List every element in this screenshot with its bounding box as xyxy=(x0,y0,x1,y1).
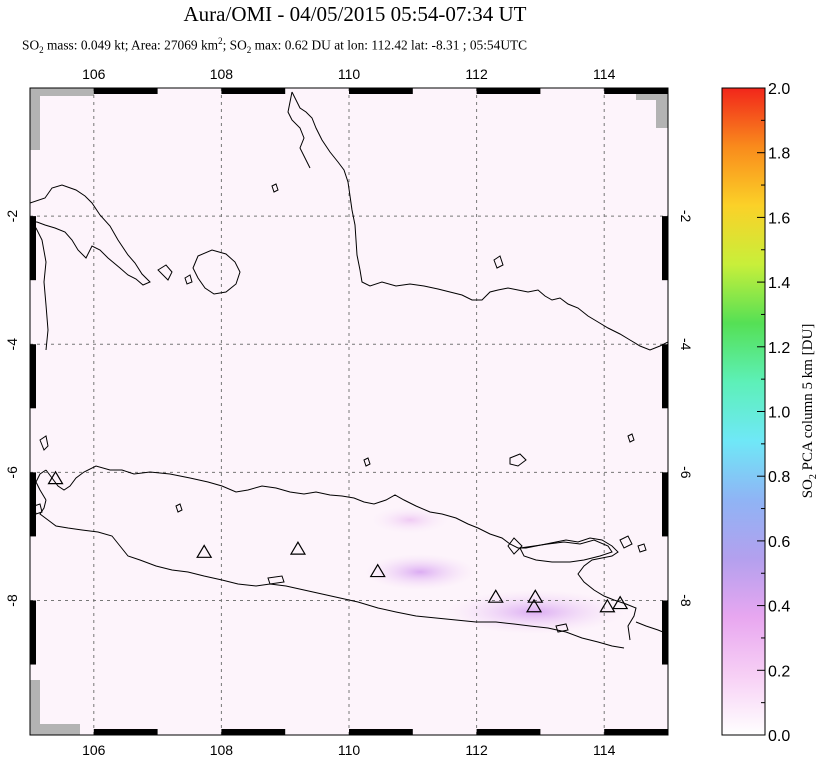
lat-tick-right--8: -8 xyxy=(678,594,694,607)
border-bar-top xyxy=(93,88,158,94)
coast-islet-f xyxy=(627,433,635,443)
map-title: Aura/OMI - 04/05/2015 05:54-07:34 UT xyxy=(183,2,527,26)
colorbar-title: SO2 PCA column 5 km [DU] xyxy=(800,324,819,499)
border-bar-bottom xyxy=(93,729,158,735)
coast-madura xyxy=(519,539,613,563)
coast-java-south xyxy=(39,499,625,649)
volcano-marker xyxy=(289,541,307,555)
border-bar-right xyxy=(662,344,668,409)
border-bar-right xyxy=(662,472,668,537)
coast-java-north xyxy=(45,465,637,641)
lon-tick-bottom-108: 108 xyxy=(210,742,234,758)
volcano-marker xyxy=(487,589,504,603)
lon-tick-top-108: 108 xyxy=(210,66,234,82)
coast-islet-e xyxy=(175,503,183,513)
colorbar-tick-label: 1.2 xyxy=(768,340,790,357)
border-bar-top xyxy=(349,88,413,94)
lon-tick-bottom-106: 106 xyxy=(82,742,106,758)
coast-islet-g xyxy=(619,535,633,549)
border-bar-bottom xyxy=(604,729,668,735)
lon-tick-top-110: 110 xyxy=(338,66,361,82)
volcano-marker xyxy=(599,598,616,613)
border-bar-left xyxy=(30,216,36,281)
so2-plume-central-java xyxy=(365,554,475,590)
coast-sumatra xyxy=(30,184,151,286)
coast-islet-a xyxy=(184,274,193,285)
border-bar-bottom xyxy=(221,729,286,735)
border-bar-bottom xyxy=(349,729,413,735)
colorbar-tick-label: 1.8 xyxy=(768,146,790,163)
colorbar-tick-label: 0.0 xyxy=(768,728,790,745)
lat-tick-right--2: -2 xyxy=(678,210,694,223)
coast-borneo-west xyxy=(287,91,311,169)
lon-tick-bottom-114: 114 xyxy=(593,742,616,758)
lon-tick-top-114: 114 xyxy=(593,66,616,82)
coast-bawean xyxy=(509,453,527,467)
lat-tick-left--4: -4 xyxy=(4,338,20,351)
border-bar-left xyxy=(30,472,36,537)
lat-tick-left--6: -6 xyxy=(4,466,20,479)
coast-karimunjawa xyxy=(363,457,371,467)
colorbar-tick-label: 0.6 xyxy=(768,534,790,551)
border-bar-left xyxy=(30,344,36,409)
nodata-region-sw xyxy=(30,680,80,735)
border-bar-top xyxy=(476,88,541,94)
border-bar-left xyxy=(30,600,36,665)
coast-krakatau xyxy=(39,435,49,451)
map-subtitle: SO2 mass: 0.049 kt; Area: 27069 km2; SO2… xyxy=(22,36,528,56)
colorbar-tick-label: 1.4 xyxy=(768,275,790,292)
coast-sumatra-lampung xyxy=(30,221,49,351)
volcano-marker xyxy=(47,470,64,485)
volcano-marker xyxy=(525,598,543,613)
lat-tick-right--4: -4 xyxy=(678,338,694,351)
lon-tick-bottom-112: 112 xyxy=(465,742,488,758)
border-bar-right xyxy=(662,600,668,665)
coast-islet-h xyxy=(637,543,647,553)
volcano-marker xyxy=(369,563,386,578)
colorbar-tick-label: 1.6 xyxy=(768,210,790,227)
nodata-region-ne xyxy=(636,88,668,128)
border-bar-bottom xyxy=(476,729,541,735)
so2-plume-sea xyxy=(370,506,450,534)
lat-tick-left--2: -2 xyxy=(4,210,20,223)
coast-islet-c xyxy=(271,183,279,193)
lat-tick-left--8: -8 xyxy=(4,594,20,607)
volcano-marker xyxy=(612,595,629,610)
nodata-region-nw xyxy=(30,88,94,150)
lon-tick-bottom-110: 110 xyxy=(338,742,361,758)
colorbar-tick-label: 1.0 xyxy=(768,405,790,422)
lat-tick-right--6: -6 xyxy=(678,466,694,479)
colorbar-tick-label: 0.8 xyxy=(768,469,790,486)
coast-bangka xyxy=(192,249,241,295)
coast-bangka-west xyxy=(157,264,173,281)
coast-islet-b xyxy=(493,255,504,269)
coast-islet-i xyxy=(267,575,285,585)
colorbar-tick-label: 2.0 xyxy=(768,81,790,98)
colorbar-tick-label: 0.2 xyxy=(768,663,790,680)
coast-borneo xyxy=(291,91,668,351)
coast-surabaya-marker xyxy=(507,537,523,555)
volcano-marker xyxy=(196,544,213,558)
colorbar: 0.0 0.2 0.4 0.6 0.8 1.0 1.2 1.4 1.6 1.8 2.0 SO2 PC… xyxy=(721,81,819,745)
border-bar-top xyxy=(604,88,668,94)
border-bar-top xyxy=(221,88,286,94)
lon-tick-top-106: 106 xyxy=(82,66,106,82)
lon-tick-top-112: 112 xyxy=(465,66,488,82)
border-bar-right xyxy=(662,216,668,281)
colorbar-tick-label: 0.4 xyxy=(768,599,790,616)
coast-islet-j xyxy=(555,623,569,633)
